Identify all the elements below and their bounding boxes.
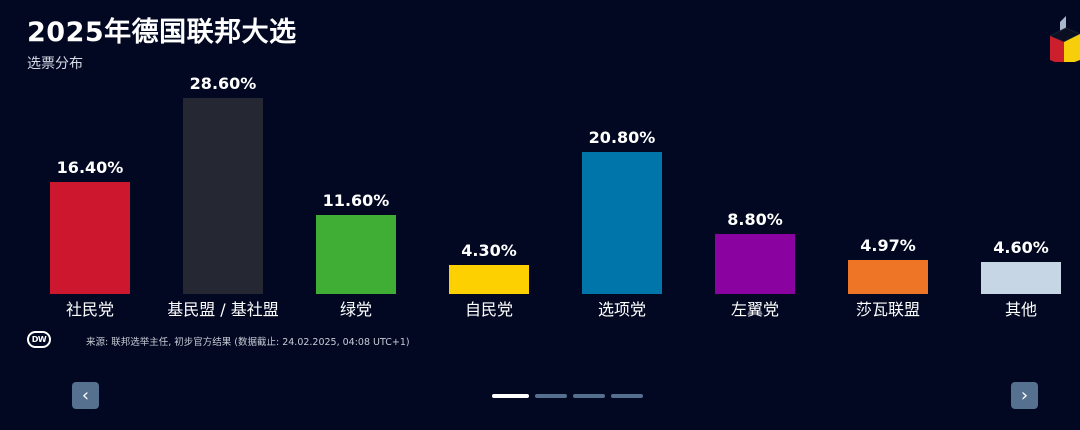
bar-value-label: 4.60%	[993, 238, 1049, 257]
source-note: 来源: 联邦选举主任, 初步官方结果 (数据截止: 24.02.2025, 04…	[86, 337, 410, 348]
bar-value-label: 11.60%	[322, 191, 390, 210]
bar-value-label: 8.80%	[727, 210, 783, 229]
category-label: 社民党	[65, 300, 114, 319]
page-dot-1[interactable]	[492, 394, 529, 398]
category-label: 选项党	[597, 300, 646, 319]
bar	[715, 234, 795, 294]
bar	[582, 152, 662, 294]
category-label: 莎瓦联盟	[855, 300, 920, 319]
category-label: 其他	[1004, 300, 1037, 319]
bar	[449, 265, 529, 294]
page-dot-3[interactable]	[573, 394, 605, 398]
ballot-box-logo-icon	[1048, 16, 1080, 62]
dw-logo: DW	[27, 331, 51, 348]
next-button[interactable]: ›	[1011, 382, 1038, 409]
bar-value-label: 28.60%	[189, 74, 257, 93]
bar	[50, 182, 130, 294]
bar	[316, 215, 396, 294]
category-label: 左翼党	[730, 300, 779, 319]
pagination-dots	[492, 394, 643, 398]
bar-value-label: 20.80%	[588, 128, 656, 147]
bar	[981, 262, 1061, 294]
category-label: 绿党	[339, 300, 372, 319]
category-label: 基民盟 / 基社盟	[167, 300, 279, 319]
bar	[183, 98, 263, 294]
prev-button[interactable]: ‹	[72, 382, 99, 409]
page-dot-4[interactable]	[611, 394, 643, 398]
bar-value-label: 4.30%	[461, 241, 517, 260]
page-title: 2025年德国联邦大选	[27, 17, 297, 48]
bar-value-label: 16.40%	[56, 158, 124, 177]
bar	[848, 260, 928, 294]
bar-value-label: 4.97%	[860, 236, 916, 255]
bar-chart: 16.40% 社民党 28.60% 基民盟 / 基社盟 11.60% 绿党 4.30% 自民党…	[50, 74, 1061, 319]
chart-subtitle: 选票分布	[27, 56, 83, 72]
page-dot-2[interactable]	[535, 394, 567, 398]
category-label: 自民党	[464, 300, 513, 319]
